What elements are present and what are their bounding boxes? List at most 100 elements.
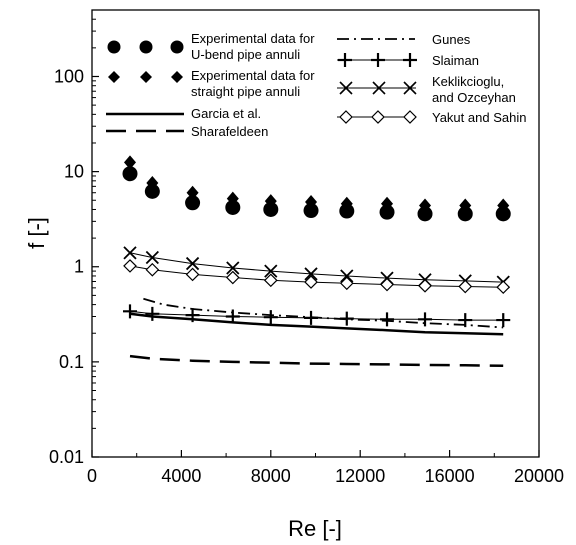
- legend-item-garcia: Garcia et al.: [106, 106, 261, 121]
- legend-label: Sharafeldeen: [191, 124, 268, 139]
- y-axis: 0.01 0.1 1 10 100: [49, 9, 99, 467]
- legend-label: Slaiman: [432, 53, 479, 68]
- legend-label: straight pipe annuli: [191, 84, 300, 99]
- data-point-open-diamond: [380, 277, 394, 292]
- data-point-open-diamond: [123, 259, 137, 273]
- legend: Experimental data for U-bend pipe annuli…: [106, 31, 526, 139]
- data-point-circle: [457, 206, 473, 222]
- data-point-circle: [263, 201, 279, 217]
- data-point-diamond: [340, 196, 353, 211]
- data-point-diamond: [146, 175, 159, 190]
- legend-item-gunes: Gunes: [337, 32, 471, 47]
- data-point-diamond: [497, 198, 510, 213]
- legend-item-straight: Experimental data for straight pipe annu…: [108, 68, 315, 99]
- legend-marker-x: [339, 81, 417, 95]
- data-point-diamond: [419, 198, 432, 213]
- series-5: [122, 304, 511, 328]
- data-point-circle: [185, 195, 201, 211]
- data-point-plus: [122, 304, 137, 319]
- data-point-plus: [225, 309, 240, 324]
- legend-label: Gunes: [432, 32, 471, 47]
- data-point-open-diamond: [263, 273, 278, 288]
- series-line: [129, 252, 504, 283]
- data-point-plus: [185, 308, 200, 323]
- data-point-x: [340, 269, 354, 283]
- legend-label: U-bend pipe annuli: [191, 47, 300, 62]
- legend-label: Experimental data for: [191, 31, 315, 46]
- legend-marker-circle: [107, 40, 121, 54]
- data-point-circle: [225, 199, 241, 215]
- data-point-plus: [145, 306, 160, 321]
- x-tick-label: 16000: [425, 466, 475, 486]
- legend-label: Yakut and Sahin: [432, 110, 526, 125]
- data-point-circle: [122, 166, 138, 182]
- data-point-open-diamond: [225, 270, 240, 285]
- x-axis-label: Re [-]: [288, 516, 342, 541]
- legend-label: Experimental data for: [191, 68, 315, 83]
- legend-marker-circle: [170, 40, 184, 54]
- data-point-diamond: [459, 198, 472, 213]
- data-point-circle: [339, 203, 355, 219]
- data-point-x: [226, 261, 240, 275]
- data-point-plus: [339, 311, 354, 326]
- y-tick-label: 0.01: [49, 447, 84, 467]
- data-point-x: [123, 246, 137, 260]
- legend-item-yakut: Yakut and Sahin: [337, 110, 526, 125]
- legend-marker-open-diamond: [339, 110, 417, 124]
- legend-label: and Ozceyhan: [432, 90, 516, 105]
- data-point-diamond: [381, 196, 394, 211]
- x-tick-label: 0: [87, 466, 97, 486]
- data-point-open-diamond: [496, 280, 511, 295]
- legend-marker-diamond: [140, 71, 152, 83]
- series-line: [143, 297, 504, 329]
- x-tick-label: 8000: [251, 466, 291, 486]
- data-point-x: [264, 264, 278, 278]
- data-point-open-diamond: [145, 262, 160, 277]
- legend-marker-plus: [338, 53, 417, 67]
- legend-label: Keklikcioglu,: [432, 74, 504, 89]
- legend-item-sharafeldeen: Sharafeldeen: [106, 124, 268, 139]
- series-0: [122, 166, 511, 222]
- data-point-open-diamond: [458, 279, 473, 294]
- y-tick-label: 100: [54, 66, 84, 86]
- data-point-open-diamond: [418, 278, 432, 293]
- legend-marker-diamond: [171, 71, 183, 83]
- legend-item-u-bend: Experimental data for U-bend pipe annuli: [107, 31, 315, 62]
- y-axis-label: f [-]: [24, 217, 49, 249]
- x-tick-label: 4000: [161, 466, 201, 486]
- chart-marks: [122, 155, 511, 368]
- y-tick-label: 1: [74, 257, 84, 277]
- data-point-open-diamond: [185, 267, 200, 282]
- data-point-circle: [495, 206, 511, 222]
- legend-label: Garcia et al.: [191, 106, 261, 121]
- data-point-circle: [303, 203, 319, 219]
- series-3: [129, 354, 504, 368]
- series-line: [129, 354, 504, 368]
- legend-item-keklikcioglu: Keklikcioglu, and Ozceyhan: [337, 74, 516, 105]
- data-point-diamond: [226, 191, 239, 206]
- series-line: [129, 312, 504, 336]
- series-1: [123, 155, 510, 213]
- x-tick-label: 12000: [335, 466, 385, 486]
- data-point-circle: [379, 204, 395, 220]
- data-point-diamond: [305, 194, 318, 209]
- data-point-plus: [496, 313, 511, 328]
- data-point-circle: [144, 183, 160, 199]
- data-point-diamond: [123, 155, 136, 170]
- data-point-plus: [418, 312, 433, 327]
- data-point-open-diamond: [304, 275, 318, 289]
- legend-marker-circle: [139, 40, 153, 54]
- data-point-circle: [417, 206, 433, 222]
- legend-item-slaiman: Slaiman: [337, 53, 479, 68]
- data-point-x: [145, 250, 159, 265]
- data-point-open-diamond: [339, 276, 354, 291]
- legend-marker-diamond: [108, 71, 120, 83]
- data-point-plus: [380, 312, 395, 327]
- x-axis: 0 4000 8000 12000 16000 20000: [87, 450, 564, 486]
- series-7: [123, 259, 511, 295]
- y-tick-label: 10: [64, 162, 84, 182]
- y-tick-label: 0.1: [59, 352, 84, 372]
- data-point-x: [304, 267, 318, 281]
- data-point-plus: [458, 313, 473, 328]
